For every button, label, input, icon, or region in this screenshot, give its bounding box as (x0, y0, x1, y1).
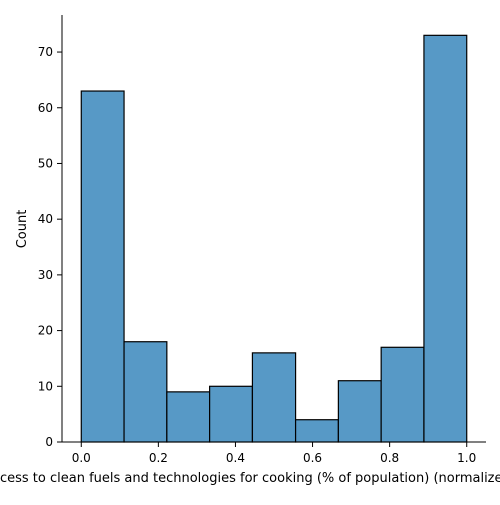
histogram-bar-3 (209, 385, 254, 443)
histogram-bar-1 (123, 341, 168, 443)
histogram-bar-0 (80, 90, 125, 443)
axes-layer (61, 15, 486, 443)
x-tick-label: 0.4 (226, 451, 245, 465)
x-tick-label: 0.0 (72, 451, 91, 465)
y-tick-label: 50 (38, 156, 53, 170)
y-tick-label: 30 (38, 268, 53, 282)
y-tick-label: 0 (45, 435, 53, 449)
x-ticks: 0.0 0.2 0.4 0.6 0.8 1.0 (72, 442, 476, 465)
x-tick-label: 0.2 (149, 451, 168, 465)
x-tick-label: 1.0 (457, 451, 476, 465)
y-tick-label: 40 (38, 212, 53, 226)
y-tick-label: 60 (38, 101, 53, 115)
y-tick-label: 10 (38, 379, 53, 393)
y-tick-label: 20 (38, 324, 53, 338)
histogram-bar-5 (294, 419, 339, 443)
x-axis-label: Access to clean fuels and technologies f… (0, 471, 500, 486)
bars-layer (80, 34, 468, 443)
y-tick-label: 70 (38, 45, 53, 59)
histogram-bar-8 (423, 34, 468, 443)
histogram-bar-7 (380, 346, 425, 443)
histogram-bar-4 (251, 352, 297, 443)
histogram-bar-2 (166, 391, 211, 443)
y-ticks: 0 10 20 30 40 50 60 70 (38, 45, 62, 449)
histogram-bar-6 (337, 380, 382, 443)
x-tick-label: 0.8 (380, 451, 399, 465)
y-axis-label: Count (15, 210, 30, 249)
x-tick-label: 0.6 (303, 451, 322, 465)
